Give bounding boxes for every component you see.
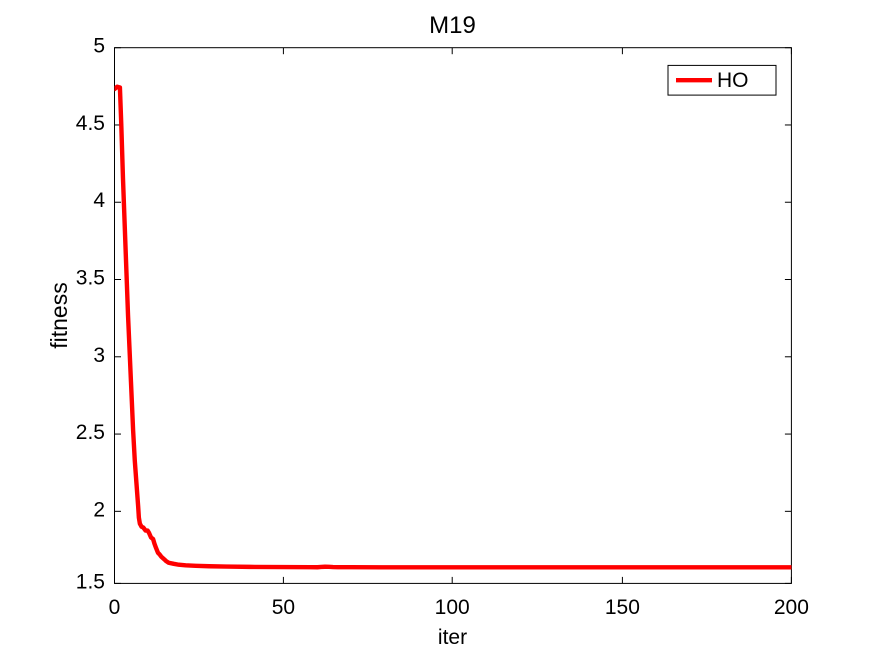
svg-text:iter: iter <box>438 626 467 649</box>
svg-text:5: 5 <box>93 35 105 58</box>
svg-text:4: 4 <box>93 189 105 212</box>
svg-text:1.5: 1.5 <box>76 570 105 593</box>
svg-text:fitness: fitness <box>46 282 72 348</box>
svg-text:150: 150 <box>605 596 640 619</box>
svg-text:0: 0 <box>109 596 121 619</box>
svg-text:M19: M19 <box>429 12 476 39</box>
svg-text:50: 50 <box>272 596 295 619</box>
svg-text:2: 2 <box>93 498 105 521</box>
svg-text:2.5: 2.5 <box>76 421 105 444</box>
svg-text:3.5: 3.5 <box>76 267 105 290</box>
svg-text:HO: HO <box>717 69 749 92</box>
svg-text:4.5: 4.5 <box>76 112 105 135</box>
svg-text:100: 100 <box>435 596 470 619</box>
svg-text:3: 3 <box>93 344 105 367</box>
svg-text:200: 200 <box>774 596 809 619</box>
